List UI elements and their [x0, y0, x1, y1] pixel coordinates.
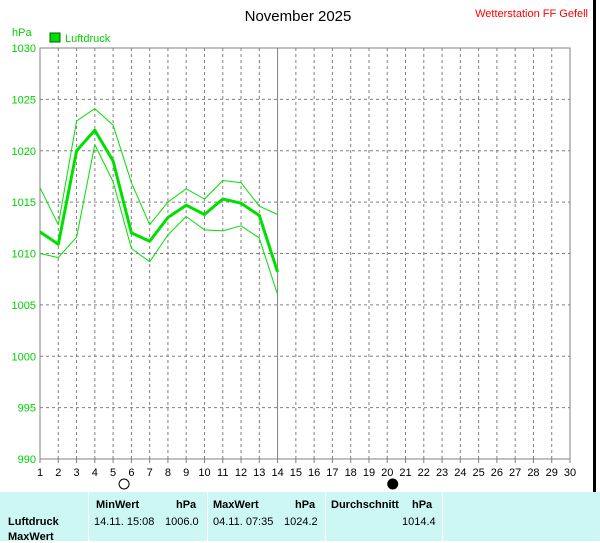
y-tick-label: 1005 — [12, 300, 36, 312]
x-tick-label: 7 — [147, 467, 153, 479]
x-tick-label: 6 — [128, 467, 134, 479]
statistics-panel: MinWert hPa MaxWert hPa Durchschnitt hPa… — [0, 492, 600, 543]
series-lines — [39, 108, 280, 295]
x-tick-label: 4 — [92, 467, 98, 479]
x-tick-label: 9 — [183, 467, 189, 479]
y-tick-label: 1030 — [12, 43, 36, 55]
x-tick-label: 8 — [165, 467, 171, 479]
x-tick-label: 29 — [546, 467, 558, 479]
chart-title: November 2025 — [245, 8, 352, 25]
x-tick-label: 5 — [110, 467, 116, 479]
full-moon-icon — [118, 478, 130, 490]
y-axis-tick-labels: 990 995 1000 1005 1010 1015 1020 1025 1030 — [12, 43, 36, 466]
stats-header-min: MinWert — [96, 499, 140, 511]
new-moon-icon — [387, 478, 399, 490]
grid-lines — [39, 47, 571, 463]
stats-divider — [442, 492, 443, 541]
x-tick-label: 26 — [491, 467, 503, 479]
series-line-mean — [39, 128, 280, 273]
stats-row-label: MaxWert — [8, 531, 54, 543]
x-tick-label: 30 — [564, 467, 576, 479]
x-tick-label: 23 — [436, 467, 448, 479]
x-tick-label: 22 — [418, 467, 430, 479]
station-name: Wetterstation FF Gefell — [475, 8, 588, 20]
y-tick-label: 1025 — [12, 94, 36, 106]
x-tick-label: 25 — [472, 467, 484, 479]
stats-divider — [88, 492, 89, 541]
x-tick-label: 13 — [253, 467, 265, 479]
legend-swatch — [49, 32, 61, 43]
stats-header-max-unit: hPa — [295, 499, 316, 511]
y-tick-label: 1010 — [12, 249, 36, 261]
legend-label: Luftdruck — [65, 33, 111, 45]
y-tick-label: 1020 — [12, 146, 36, 158]
y-tick-label: 1000 — [12, 351, 36, 363]
x-tick-label: 18 — [345, 467, 357, 479]
x-tick-label: 10 — [198, 467, 210, 479]
x-tick-label: 11 — [217, 467, 228, 479]
stats-min-time: 14.11. 15:08 — [94, 516, 155, 528]
y-tick-label: 1015 — [12, 197, 36, 209]
y-axis-unit-label: hPa — [12, 27, 32, 39]
x-tick-label: 19 — [363, 467, 375, 479]
window-scrollbar — [593, 0, 596, 492]
stats-row-label: Luftdruck — [8, 516, 59, 528]
x-tick-label: 28 — [527, 467, 539, 479]
x-tick-label: 2 — [55, 467, 61, 479]
moon-phase-markers — [118, 478, 399, 490]
x-tick-label: 14 — [271, 467, 283, 479]
x-tick-label: 16 — [308, 467, 320, 479]
x-tick-label: 21 — [399, 467, 411, 479]
series-line-min — [39, 144, 279, 295]
stats-header-avg-unit: hPa — [412, 499, 433, 511]
stats-header-min-unit: hPa — [176, 499, 197, 511]
stats-min-value: 1006.0 — [165, 516, 199, 528]
y-tick-label: 990 — [18, 454, 36, 466]
stats-header-max: MaxWert — [213, 499, 259, 511]
stats-header-avg: Durchschnitt — [331, 499, 399, 511]
x-tick-label: 24 — [454, 467, 466, 479]
stats-max-time: 04.11. 07:35 — [213, 516, 274, 528]
stats-avg-value: 1014.4 — [402, 516, 436, 528]
series-line-max — [39, 108, 278, 226]
stats-max-value: 1024.2 — [284, 516, 318, 528]
chart-decor — [593, 0, 596, 492]
x-tick-label: 3 — [73, 467, 79, 479]
x-tick-label: 20 — [381, 467, 393, 479]
x-tick-label: 15 — [290, 467, 302, 479]
x-axis-tick-labels: 1 2 3 4 5 6 7 8 9 10 11 12 13 14 15 16 17 18 19 20 21 22 23 24 2… — [37, 467, 576, 479]
y-tick-label: 995 — [18, 403, 36, 415]
x-tick-label: 27 — [509, 467, 521, 479]
stats-divider — [325, 492, 326, 541]
x-tick-label: 12 — [235, 467, 247, 479]
x-tick-label: 17 — [326, 467, 338, 479]
stats-divider — [207, 492, 208, 541]
x-tick-label: 1 — [37, 467, 43, 479]
